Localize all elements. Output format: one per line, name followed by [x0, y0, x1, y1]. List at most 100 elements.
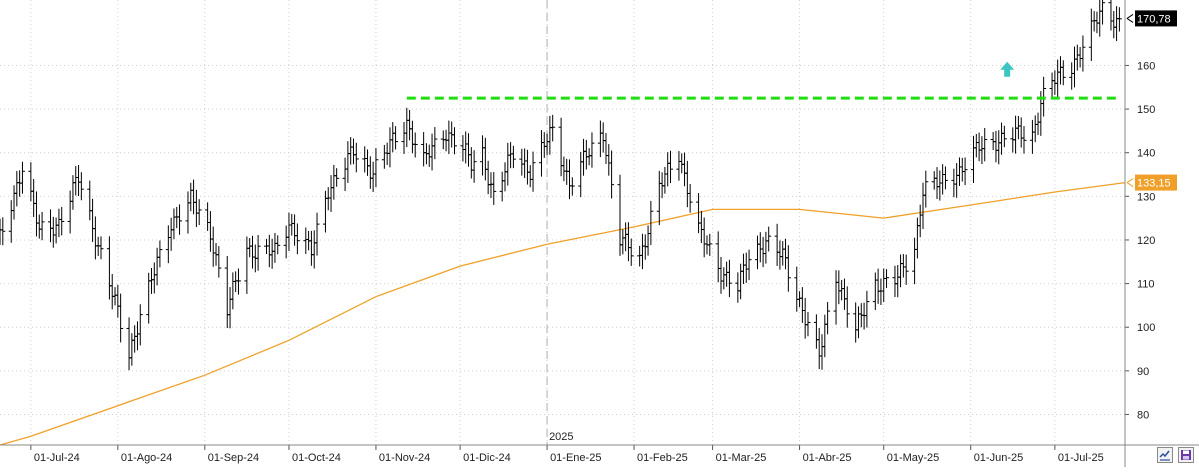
- price-bar: [244, 236, 250, 294]
- price-bar: [780, 241, 786, 266]
- price-bar: [233, 271, 239, 293]
- price-bar: [668, 150, 674, 184]
- moving-average-layer: [0, 181, 1126, 446]
- price-bar: [917, 204, 923, 238]
- price-bar: [976, 132, 982, 162]
- price-bar: [797, 291, 803, 308]
- price-bar: [171, 208, 177, 240]
- price-bar: [903, 254, 909, 285]
- price-bar: [283, 225, 289, 259]
- price-bar: [982, 128, 988, 162]
- price-bar: [718, 256, 724, 294]
- x-tick-label: 01-Abr-25: [803, 452, 852, 464]
- y-tick-label: 150: [1137, 104, 1155, 116]
- price-bar: [407, 109, 413, 141]
- price-bar: [249, 235, 255, 269]
- annotations-layer: [406, 61, 1117, 100]
- price-bar: [19, 161, 25, 194]
- price-bar: [743, 252, 749, 283]
- last-price-tag-pointer: [1126, 13, 1134, 23]
- price-bar: [609, 150, 615, 199]
- price-bar: [191, 179, 197, 215]
- price-bar: [106, 236, 112, 300]
- price-bar: [118, 293, 124, 343]
- price-bar: [993, 130, 999, 163]
- price-bar: [463, 131, 469, 164]
- price-bar: [684, 160, 690, 208]
- price-bar: [112, 287, 118, 306]
- price-bar: [875, 268, 881, 304]
- price-bar: [956, 157, 962, 186]
- price-bar: [264, 238, 270, 255]
- price-bar: [1032, 115, 1038, 143]
- price-bar: [53, 217, 59, 244]
- price-bar: [884, 269, 890, 288]
- price-bar: [50, 216, 56, 248]
- price-bar: [387, 127, 393, 168]
- price-bar: [1088, 8, 1094, 61]
- price-bar: [754, 235, 760, 270]
- price-bar: [0, 218, 3, 245]
- save-icon: [1181, 450, 1191, 460]
- price-bar: [617, 174, 623, 256]
- pin-chart-button[interactable]: [1157, 447, 1173, 463]
- price-bar: [844, 286, 850, 328]
- price-bar: [381, 144, 387, 169]
- x-tick-label: 01-Feb-25: [637, 452, 688, 464]
- price-bar: [912, 237, 918, 285]
- y-tick-label: 80: [1137, 409, 1149, 421]
- save-button[interactable]: [1178, 447, 1194, 463]
- price-bar: [451, 127, 457, 155]
- price-bar: [39, 211, 45, 241]
- price-bar: [90, 198, 96, 242]
- price-bar: [185, 191, 191, 234]
- price-bar: [322, 190, 328, 233]
- moving-average-line: [0, 181, 1126, 446]
- price-bar: [639, 233, 645, 270]
- price-bar: [272, 233, 278, 263]
- price-bar: [1069, 62, 1075, 90]
- price-bar: [1080, 35, 1086, 72]
- price-bar: [530, 151, 536, 192]
- price-bar: [881, 268, 887, 303]
- price-bar: [92, 216, 98, 260]
- price-bar: [777, 240, 783, 270]
- price-bar: [365, 149, 371, 176]
- price-bar: [87, 180, 93, 221]
- price-bar: [872, 272, 878, 311]
- price-bar: [342, 157, 348, 192]
- price-bar: [33, 191, 39, 237]
- price-bar: [1057, 56, 1063, 85]
- price-bar: [446, 120, 452, 155]
- price-bar: [471, 150, 477, 183]
- price-bar: [760, 236, 766, 268]
- price-bar: [841, 278, 847, 310]
- price-bar: [56, 208, 62, 238]
- price-bar: [0, 217, 6, 246]
- price-bar: [345, 141, 351, 183]
- price-bar: [971, 135, 977, 183]
- price-bar: [620, 229, 626, 255]
- price-bar: [802, 297, 808, 339]
- price-bar: [98, 236, 104, 260]
- year-label: 2025: [549, 431, 573, 443]
- price-bar: [353, 142, 359, 173]
- price-bar: [165, 225, 171, 264]
- price-bar: [482, 137, 488, 181]
- price-bar: [78, 172, 84, 201]
- price-bar: [207, 211, 213, 252]
- price-bar: [1052, 70, 1058, 95]
- price-bar: [325, 187, 331, 211]
- price-bar: [205, 202, 211, 231]
- price-bar: [460, 135, 466, 162]
- price-bar: [292, 214, 298, 246]
- price-bar: [67, 190, 73, 234]
- x-tick-label: 01-Dic-24: [463, 452, 511, 464]
- price-bar: [550, 114, 556, 142]
- price-bar: [940, 164, 946, 195]
- price-bar: [794, 266, 800, 312]
- price-bar: [129, 333, 135, 366]
